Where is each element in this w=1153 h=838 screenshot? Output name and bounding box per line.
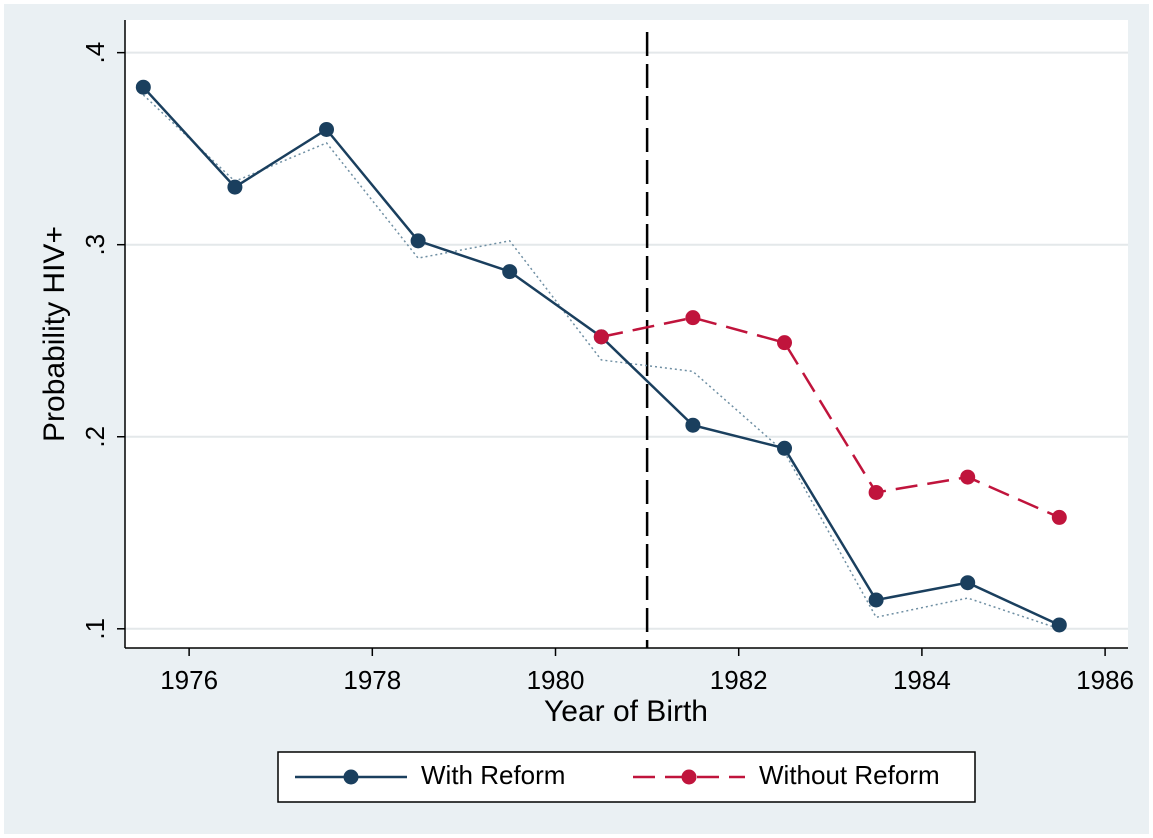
series-line: [601, 316, 1060, 519]
point: [1051, 617, 1067, 633]
point: [1051, 509, 1067, 525]
point: [227, 179, 243, 195]
point: [960, 469, 976, 485]
x-axis-label: Year of Birth: [544, 695, 708, 728]
point: [135, 79, 151, 95]
point: [868, 592, 884, 608]
legend-label: Without Reform: [759, 760, 940, 790]
point: [777, 335, 793, 351]
point: [868, 484, 884, 500]
point: [685, 310, 701, 326]
legend-label: With Reform: [421, 760, 565, 790]
y-tick-label: .3: [80, 234, 110, 256]
point: [502, 264, 518, 280]
legend-marker: [343, 769, 359, 785]
point: [685, 417, 701, 433]
point: [777, 440, 793, 456]
series-line: [142, 94, 1060, 630]
point: [319, 121, 335, 137]
point: [593, 329, 609, 345]
x-tick-label: 1978: [343, 665, 401, 695]
y-tick-label: .4: [80, 42, 110, 64]
x-tick-label: 1984: [893, 665, 951, 695]
x-tick-label: 1982: [710, 665, 768, 695]
y-tick-label: .1: [80, 618, 110, 640]
x-tick-label: 1980: [527, 665, 585, 695]
point: [410, 233, 426, 249]
y-axis-label: Probability HIV+: [38, 226, 71, 442]
plot-area: [125, 20, 1128, 648]
legend-marker: [681, 769, 697, 785]
y-tick-label: .2: [80, 426, 110, 448]
x-tick-label: 1976: [160, 665, 218, 695]
x-tick-label: 1986: [1076, 665, 1134, 695]
point: [960, 575, 976, 591]
